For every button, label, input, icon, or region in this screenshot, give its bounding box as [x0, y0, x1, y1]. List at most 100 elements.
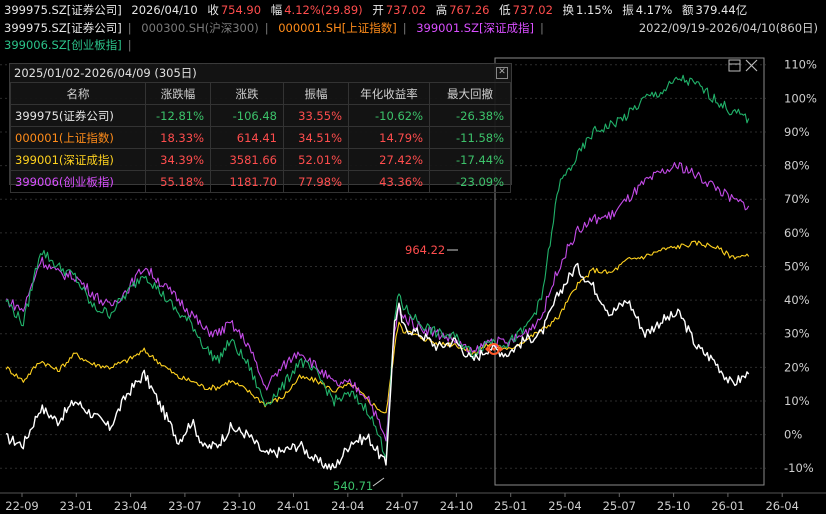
col-chg: 涨跌 [210, 82, 284, 105]
row-cell: -11.58% [429, 126, 511, 149]
stats-panel-close-icon[interactable]: ✕ [496, 67, 508, 79]
legend-item-securities[interactable]: 399975.SZ[证券公司] [4, 21, 122, 35]
maximize-icon[interactable] [728, 59, 741, 72]
row-cell: 34.51% [283, 126, 349, 149]
table-row[interactable]: 399001(深证成指) 34.39% 3581.66 52.01% 27.42% -17… [10, 148, 511, 171]
col-annual: 年化收益率 [348, 82, 430, 105]
series-line[interactable] [5, 262, 750, 471]
series-line[interactable] [5, 74, 750, 459]
y-tick-label: 0% [784, 428, 802, 442]
max-annotation: 964.22 [405, 243, 445, 257]
y-tick-label: 20% [784, 360, 810, 374]
row-cell: 14.79% [348, 126, 430, 149]
col-drawdown: 最大回撤 [429, 82, 511, 105]
cursor-marker-icon[interactable] [485, 343, 503, 355]
row-cell: 1181.70 [210, 170, 284, 193]
x-tick-label: 24-04 [331, 499, 364, 513]
quote-date: 2026/04/10 [131, 3, 198, 17]
turnover-label: 换 [562, 3, 575, 17]
legend-item-csi300[interactable]: 000300.SH(沪深300) [141, 21, 259, 35]
x-tick-label: 22-09 [5, 499, 38, 513]
col-amp: 振幅 [283, 82, 349, 105]
min-annotation-leader [372, 477, 385, 487]
date-range: 2022/09/19-2026/04/10(860日) [638, 21, 818, 35]
x-tick-label: 25-10 [657, 499, 690, 513]
y-tick-label: 40% [784, 293, 810, 307]
y-tick-label: 60% [784, 226, 810, 240]
row-name: 000001(上证指数) [10, 126, 146, 149]
stats-table: 名称 涨跌幅 涨跌 振幅 年化收益率 最大回撤 399975(证券公司) -12.… [10, 82, 511, 193]
amount-label: 额 [681, 3, 694, 17]
x-tick-label: 25-07 [603, 499, 636, 513]
table-row[interactable]: 399975(证券公司) -12.81% -106.48 33.55% -10.62% -… [10, 104, 511, 127]
table-row[interactable]: 399006(创业板指) 55.18% 1181.70 77.98% 43.36% -23… [10, 170, 511, 193]
chg-value: 4.12%(29.89) [284, 3, 363, 17]
x-axis: 22-09 23-01 23-04 23-07 23-10 24-01 24-04 24-07… [0, 492, 826, 513]
y-axis: 110% 100% 90% 80% 70% 60% 50% 40% 30% 20% 10% 0% -10… [784, 58, 817, 475]
close-icon[interactable] [745, 59, 758, 72]
open-value: 737.02 [385, 3, 427, 17]
x-tick-label: 23-01 [60, 499, 93, 513]
stats-panel-title: 2025/01/02-2026/04/09 (305日) [14, 66, 197, 80]
x-tick-label: 23-10 [222, 499, 255, 513]
series-line[interactable] [5, 162, 750, 442]
y-tick-label: 30% [784, 327, 810, 341]
high-label: 高 [435, 3, 448, 17]
row-cell: -10.62% [348, 104, 430, 127]
row-name: 399001(深证成指) [10, 148, 146, 171]
y-tick-label: -10% [784, 461, 814, 475]
x-tick-label: 24-10 [440, 499, 473, 513]
x-tick-label: 25-01 [494, 499, 527, 513]
legend-item-shenzhen[interactable]: 399001.SZ[深证成指] [416, 21, 534, 35]
x-tick-label: 26-04 [765, 499, 798, 513]
min-annotation: 540.71 [333, 479, 373, 493]
legend-item-chinext[interactable]: 399006.SZ[创业板指] [4, 38, 122, 52]
row-cell: 33.55% [283, 104, 349, 127]
y-tick-label: 90% [784, 125, 810, 139]
row-cell: -23.09% [429, 170, 511, 193]
y-tick-label: 100% [784, 91, 817, 105]
legend-row: 399975.SZ[证券公司] | 000300.SH(沪深300) | 00000… [4, 21, 544, 35]
annotations: 964.22 540.71 [333, 243, 458, 493]
high-value: 767.26 [449, 3, 490, 17]
close-label: 收 [207, 3, 219, 17]
row-cell: -12.81% [145, 104, 211, 127]
legend-item-shanghai[interactable]: 000001.SH[上证指数] [278, 21, 397, 35]
security-code: 399975.SZ[证券公司] [4, 3, 122, 17]
x-tick-label: 24-07 [385, 499, 418, 513]
y-tick-label: 10% [784, 394, 810, 408]
open-label: 开 [372, 3, 384, 17]
row-cell: 18.33% [145, 126, 211, 149]
y-tick-label: 70% [784, 192, 810, 206]
turnover-value: 1.15% [576, 3, 613, 17]
row-cell: 27.42% [348, 148, 430, 171]
series-lines [5, 74, 750, 471]
row-name: 399006(创业板指) [10, 170, 146, 193]
col-pct: 涨跌幅 [145, 82, 211, 105]
zoom-selection-box[interactable] [494, 57, 765, 486]
legend-row-2: 399006.SZ[创业板指] | [4, 38, 132, 52]
x-tick-label: 25-04 [548, 499, 581, 513]
row-cell: 614.41 [210, 126, 284, 149]
col-name: 名称 [10, 82, 146, 105]
row-cell: -106.48 [210, 104, 284, 127]
x-tick-label: 23-07 [168, 499, 201, 513]
row-cell: 52.01% [283, 148, 349, 171]
series-line[interactable] [5, 240, 750, 414]
low-value: 737.02 [512, 3, 553, 17]
row-cell: 34.39% [145, 148, 211, 171]
row-cell: 77.98% [283, 170, 349, 193]
y-tick-label: 110% [784, 58, 817, 72]
y-tick-label: 80% [784, 159, 810, 173]
amount-value: 379.44亿 [695, 3, 748, 17]
amplitude-value: 4.17% [635, 3, 673, 17]
close-value: 754.90 [220, 3, 262, 17]
row-name: 399975(证券公司) [10, 104, 146, 127]
zoom-box-controls[interactable] [728, 59, 758, 72]
row-cell: 43.36% [348, 170, 430, 193]
x-tick-label: 26-01 [711, 499, 744, 513]
table-row[interactable]: 000001(上证指数) 18.33% 614.41 34.51% 14.79% -11.… [10, 126, 511, 149]
row-cell: 3581.66 [210, 148, 284, 171]
low-label: 低 [499, 3, 511, 17]
